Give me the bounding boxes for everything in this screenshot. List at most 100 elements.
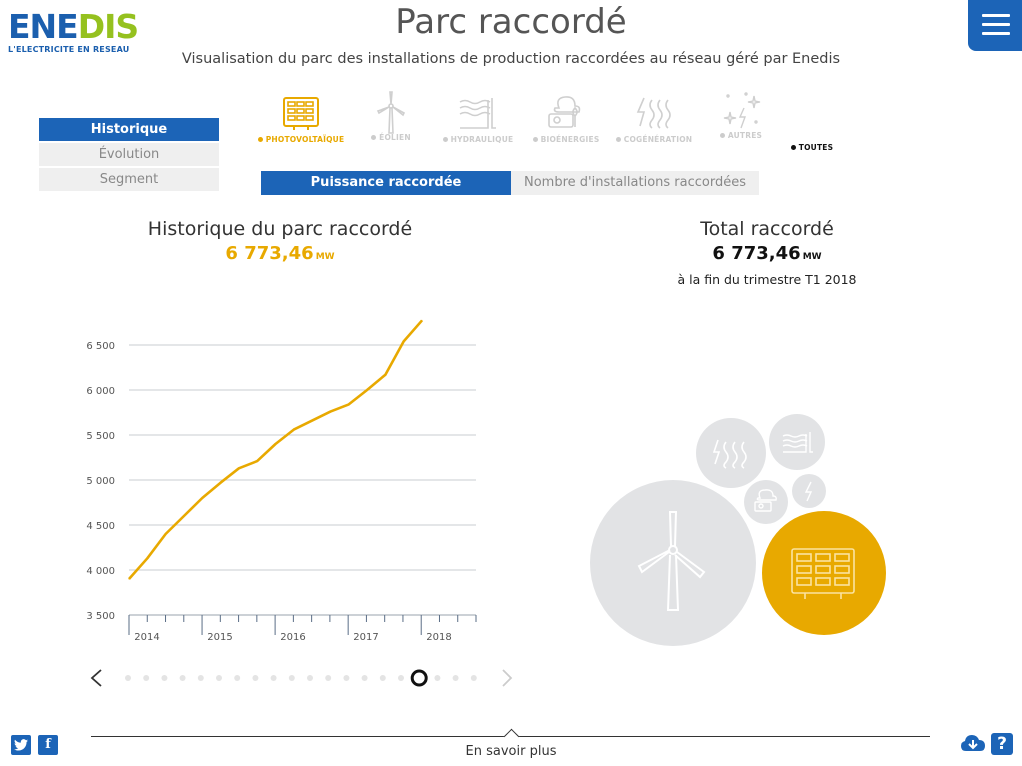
y-tick-label: 4 500 xyxy=(86,521,115,532)
data-point xyxy=(220,482,222,484)
energy-type-selector: PHOTOVOLTAÏQUE ÉOLIEN HYDRAULIQUE xyxy=(253,91,853,160)
pager-dot[interactable] xyxy=(379,675,386,681)
energy-autres[interactable]: AUTRES xyxy=(696,92,786,140)
total-value: 6 773,46 MW xyxy=(712,243,822,264)
bubble-hydraulique[interactable] xyxy=(769,414,825,470)
solar-panel-icon xyxy=(283,97,319,130)
pager-dot[interactable] xyxy=(361,675,368,681)
energy-hydraulique[interactable]: HYDRAULIQUE xyxy=(433,96,523,144)
pager-dot[interactable] xyxy=(398,675,404,681)
data-point xyxy=(256,460,258,462)
data-point xyxy=(329,411,331,413)
data-point xyxy=(384,374,386,376)
pager-dot[interactable] xyxy=(270,675,277,681)
sparkle-icon xyxy=(723,92,761,129)
data-point xyxy=(311,420,313,422)
data-point xyxy=(275,443,276,445)
download-icon[interactable] xyxy=(960,733,986,755)
pager-dot[interactable] xyxy=(470,675,477,681)
tab-evolution[interactable]: Évolution xyxy=(39,143,219,166)
next-arrow-icon[interactable] xyxy=(502,669,513,687)
x-tick-label: 2016 xyxy=(280,632,305,643)
pager-dot[interactable] xyxy=(343,675,350,681)
pager-dot[interactable] xyxy=(216,675,222,681)
sparkle-icon xyxy=(804,481,813,502)
history-value: 6 773,46 MW xyxy=(225,243,335,264)
menu-button[interactable] xyxy=(968,0,1022,51)
previous-arrow-icon[interactable] xyxy=(90,669,102,687)
facebook-button[interactable]: f xyxy=(38,735,58,755)
energy-toutes[interactable]: TOUTES xyxy=(767,143,857,152)
pager-dot[interactable] xyxy=(325,675,332,681)
bubble-autres[interactable] xyxy=(792,474,826,508)
bubble-photovoltaique[interactable] xyxy=(762,511,886,635)
data-point xyxy=(348,403,350,405)
twitter-button[interactable] xyxy=(11,735,31,755)
tab-segment[interactable]: Segment xyxy=(39,168,219,191)
hydraulic-icon xyxy=(459,98,496,129)
y-tick-label: 6 500 xyxy=(86,341,115,352)
data-point xyxy=(183,515,185,517)
bubble-bioenergies[interactable] xyxy=(744,480,788,524)
cogeneration-icon xyxy=(712,439,747,469)
energy-eolien[interactable]: ÉOLIEN xyxy=(346,91,436,142)
x-tick-label: 2015 xyxy=(207,632,232,643)
data-point xyxy=(146,557,148,559)
y-tick-label: 3 500 xyxy=(86,611,115,622)
x-tick-label: 2014 xyxy=(134,632,159,643)
pager-dot[interactable] xyxy=(161,675,168,681)
tab-puissance-raccordee[interactable]: Puissance raccordée xyxy=(261,171,511,195)
timeline-pager xyxy=(85,664,525,694)
tab-historique[interactable]: Historique xyxy=(39,118,219,141)
wind-turbine-icon xyxy=(376,91,406,134)
data-point xyxy=(165,533,167,535)
pager-dot[interactable] xyxy=(179,675,186,681)
series-line xyxy=(128,319,423,580)
pager-dot[interactable] xyxy=(434,675,441,681)
y-tick-label: 5 000 xyxy=(86,476,115,487)
pager-dot[interactable] xyxy=(197,675,204,681)
enedis-logo[interactable]: ENEDIS L'ELECTRICITE EN RESEAU xyxy=(8,10,139,55)
data-point xyxy=(238,467,240,469)
y-tick-label: 4 000 xyxy=(86,566,115,577)
cogeneration-icon xyxy=(636,97,671,129)
pager-dot[interactable] xyxy=(125,675,131,681)
bubble-eolien[interactable] xyxy=(590,480,756,646)
energy-cogeneration[interactable]: COGÉNÉRATION xyxy=(609,96,699,144)
data-point xyxy=(293,429,295,431)
history-title: Historique du parc raccordé xyxy=(147,218,413,240)
pager-dot[interactable] xyxy=(307,675,313,681)
wind-turbine-icon xyxy=(637,511,706,611)
view-tabs: Historique Évolution Segment xyxy=(39,118,219,193)
data-point xyxy=(421,319,423,321)
pager-dot[interactable] xyxy=(234,675,241,681)
energy-bioenergies[interactable]: BIOÉNERGIES xyxy=(521,96,611,144)
data-point xyxy=(366,389,368,391)
bioenergy-icon xyxy=(548,96,581,128)
x-tick-label: 2018 xyxy=(426,632,451,643)
pager-dot[interactable] xyxy=(143,675,150,681)
pager-dot[interactable] xyxy=(252,675,259,681)
energy-photovoltaique[interactable]: PHOTOVOLTAÏQUE xyxy=(256,96,346,144)
solar-panel-icon xyxy=(791,548,855,599)
bubble-cogeneration[interactable] xyxy=(696,418,766,488)
page-subtitle: Visualisation du parc des installations … xyxy=(181,51,841,67)
en-savoir-plus-link[interactable]: En savoir plus xyxy=(465,744,557,759)
twitter-icon xyxy=(14,739,28,751)
data-point xyxy=(128,578,130,580)
total-title: Total raccordé xyxy=(700,218,834,240)
energy-bubble-chart xyxy=(590,414,886,646)
logo-tagline: L'ELECTRICITE EN RESEAU xyxy=(8,45,130,54)
pager-dot-active[interactable] xyxy=(410,669,428,687)
footer-notch xyxy=(503,728,520,745)
pager-dot[interactable] xyxy=(288,675,295,681)
page-title: Parc raccordé xyxy=(395,2,627,42)
bioenergy-icon xyxy=(754,489,777,512)
question-mark-icon: ? xyxy=(997,734,1007,754)
data-point xyxy=(403,340,405,342)
tab-nombre-installations[interactable]: Nombre d'installations raccordées xyxy=(511,171,759,195)
x-tick-label: 2017 xyxy=(353,632,378,643)
pager-dot[interactable] xyxy=(452,675,459,681)
hydraulic-icon xyxy=(782,432,813,453)
help-button[interactable]: ? xyxy=(991,733,1013,755)
